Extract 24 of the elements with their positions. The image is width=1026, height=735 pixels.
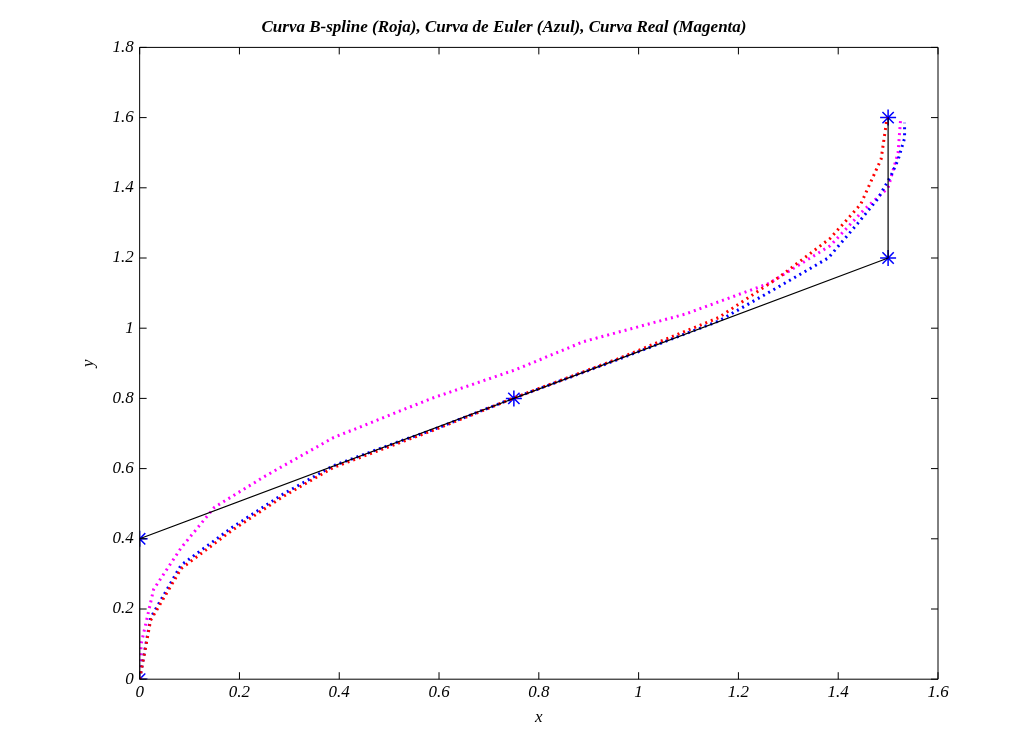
point [505,389,523,408]
y-tick-label: 0.2 [112,598,135,618]
x-axis-title: x [534,707,544,727]
y-tick-label: 1.6 [112,107,135,127]
y-tick-label: 1.2 [112,247,135,267]
x-tick-label: 1 [634,681,643,701]
x-tick-label: 1.2 [727,681,750,701]
point [879,108,897,127]
x-tick-label: 0.6 [428,681,451,701]
chart-title: Curva B-spline (Roja), Curva de Euler (Azul), Curva Real (Magenta) [261,16,747,36]
x-tick-label: 0.2 [228,681,251,701]
x-tick-label: 0.8 [528,681,550,701]
x-tick-label: 1.6 [927,681,950,701]
y-tick-label: 0 [125,668,135,688]
y-tick-label: 0.8 [112,387,135,407]
y-axis-title: y [77,359,97,370]
x-tick-label: 0.4 [328,681,351,701]
y-tick-label: 1.8 [112,36,135,56]
y-tick-label: 0.6 [112,458,135,478]
point [879,249,897,267]
y-tick-label: 1.4 [112,177,135,197]
y-tick-label: 0.4 [112,528,135,548]
y-tick-label: 1 [125,317,134,337]
x-tick-label: 1.4 [827,681,850,701]
